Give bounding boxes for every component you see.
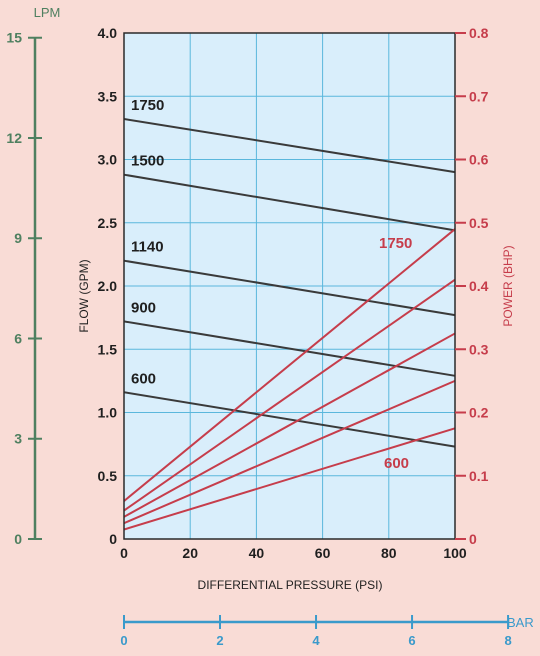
lpm-axis-title: LPM (34, 5, 61, 20)
power-line-curve-4 (123, 379, 456, 525)
flow-tick-label: 0.5 (98, 468, 118, 484)
flow-series-group: 1750 1500 1140 900 600 (123, 97, 456, 448)
bar-tick-label: 6 (408, 633, 415, 648)
flow-axis-label: FLOW (GPM) (77, 259, 91, 332)
lpm-tick-label: 3 (14, 431, 22, 447)
flow-label-900: 900 (131, 299, 156, 316)
flow-tick-label: 1.5 (98, 341, 118, 357)
power-axis-label: POWER (BHP) (501, 245, 515, 326)
power-tick-label: 0.6 (469, 152, 489, 168)
x-axis-label: DIFFERENTIAL PRESSURE (PSI) (198, 578, 383, 592)
power-tick-label: 0.7 (469, 88, 489, 104)
x-tick-label: 20 (182, 545, 198, 561)
bar-tick-label: 8 (504, 633, 511, 648)
flow-line-1500 (123, 173, 456, 232)
x-tick-label: 60 (315, 545, 331, 561)
power-line-600 (123, 427, 456, 531)
power-tick-label: 0.3 (469, 341, 489, 357)
flow-label-1140: 1140 (131, 239, 164, 256)
flow-line-1140 (123, 259, 456, 317)
power-line-curve-3 (123, 332, 456, 518)
lpm-tick-label: 15 (6, 30, 22, 46)
power-tick-label: 0.4 (469, 278, 489, 294)
power-tick-label: 0.8 (469, 25, 489, 41)
flow-tick-label: 3.0 (98, 152, 118, 168)
flow-tick-label: 4.0 (98, 25, 118, 41)
flow-line-900 (123, 320, 456, 377)
power-tick-label: 0.2 (469, 405, 489, 421)
x-tick-label: 0 (120, 545, 128, 561)
flow-tick-label: 2.5 (98, 215, 118, 231)
x-tick-label: 80 (381, 545, 397, 561)
grid (124, 33, 455, 539)
bar-tick-label: 4 (312, 633, 320, 648)
flow-line-600 (123, 391, 456, 448)
lpm-tick-label: 0 (14, 531, 22, 547)
bar-tick-label: 2 (216, 633, 223, 648)
bar-axis-title: BAR (507, 615, 534, 630)
lpm-tick-label: 12 (6, 130, 22, 146)
lpm-tick-label: 6 (14, 330, 22, 346)
axes: 0 20 40 60 80 10000.51.01.52.02.53.03.54.000.… (6, 25, 511, 648)
x-tick-label: 40 (249, 545, 265, 561)
bar-tick-label: 0 (120, 633, 127, 648)
flow-label-1500: 1500 (131, 153, 164, 170)
lpm-tick-label: 9 (14, 230, 22, 246)
power-series-group: 1750 600 (123, 228, 456, 531)
power-line-1750 (123, 228, 456, 502)
power-line-curve-2 (123, 278, 456, 512)
flow-tick-label: 0 (109, 531, 117, 547)
flow-tick-label: 1.0 (98, 405, 118, 421)
flow-label-1750: 1750 (131, 97, 164, 114)
power-label-1750: 1750 (379, 235, 412, 252)
flow-label-600: 600 (131, 370, 156, 387)
flow-line-1750 (123, 118, 456, 174)
flow-tick-label: 2.0 (98, 278, 118, 294)
power-tick-label: 0.5 (469, 215, 489, 231)
power-tick-label: 0.1 (469, 468, 489, 484)
power-tick-label: 0 (469, 531, 477, 547)
x-tick-label: 100 (443, 545, 467, 561)
flow-tick-label: 3.5 (98, 88, 118, 104)
power-label-600: 600 (384, 455, 409, 472)
